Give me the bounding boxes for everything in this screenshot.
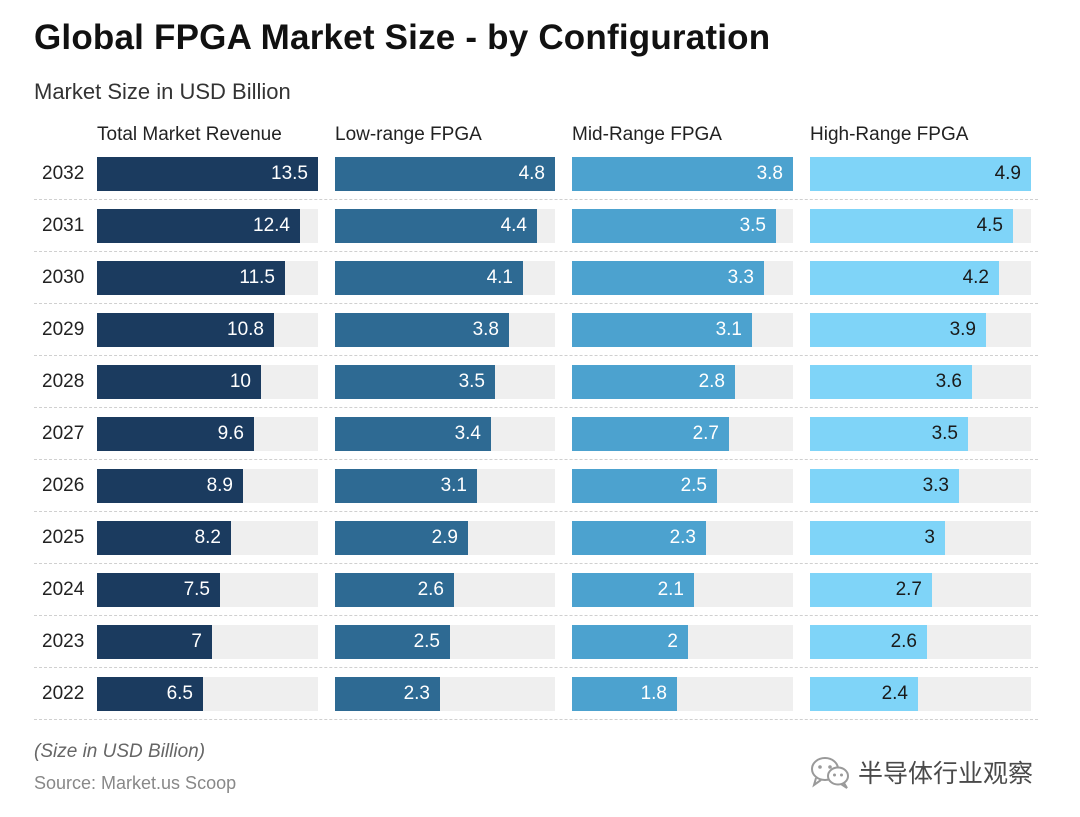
bar-low-2030: 4.1 [335, 261, 523, 295]
bar-low-2023: 2.5 [335, 625, 450, 659]
bar-mid-2023: 2 [572, 625, 688, 659]
bar-low-2027: 3.4 [335, 417, 491, 451]
bar-high-2026: 3.3 [810, 469, 959, 503]
column-header-total: Total Market Revenue [97, 124, 282, 145]
bar-high-2027: 3.5 [810, 417, 968, 451]
row-separator [34, 563, 1038, 564]
bar-total-2030: 11.5 [97, 261, 285, 295]
bar-low-2025: 2.9 [335, 521, 468, 555]
bar-high-2024: 2.7 [810, 573, 932, 607]
chart-subtitle: Market Size in USD Billion [34, 79, 291, 104]
year-label: 2030 [42, 267, 85, 288]
year-label: 2023 [42, 631, 85, 652]
bar-mid-2026: 2.5 [572, 469, 717, 503]
bar-high-2028: 3.6 [810, 365, 972, 399]
chart-title: Global FPGA Market Size - by Configurati… [34, 18, 771, 57]
row-separator [34, 459, 1038, 460]
bar-high-2025: 3 [810, 521, 945, 555]
bar-total-2027: 9.6 [97, 417, 254, 451]
bar-total-2031: 12.4 [97, 209, 300, 243]
bar-mid-2029: 3.1 [572, 313, 752, 347]
row-separator [34, 719, 1038, 720]
year-label: 2027 [42, 423, 85, 444]
row-separator [34, 615, 1038, 616]
bar-mid-2031: 3.5 [572, 209, 776, 243]
bar-low-2024: 2.6 [335, 573, 454, 607]
bar-high-2031: 4.5 [810, 209, 1013, 243]
units-note: (Size in USD Billion) [34, 741, 206, 762]
bar-high-2023: 2.6 [810, 625, 927, 659]
column-header-high: High-Range FPGA [810, 124, 969, 145]
year-label: 2024 [42, 579, 85, 600]
column-header-mid: Mid-Range FPGA [572, 124, 722, 145]
year-label: 2022 [42, 683, 85, 704]
year-label: 2025 [42, 527, 85, 548]
year-label: 2032 [42, 163, 85, 184]
bar-mid-2027: 2.7 [572, 417, 729, 451]
source-label: Source: Market.us Scoop [34, 773, 237, 793]
row-separator [34, 511, 1038, 512]
bar-mid-2024: 2.1 [572, 573, 694, 607]
bar-total-2024: 7.5 [97, 573, 220, 607]
bar-total-2022: 6.5 [97, 677, 203, 711]
row-separator [34, 407, 1038, 408]
bar-high-2022: 2.4 [810, 677, 918, 711]
bar-low-2032: 4.8 [335, 157, 555, 191]
row-separator [34, 199, 1038, 200]
bar-high-2030: 4.2 [810, 261, 999, 295]
bar-total-2025: 8.2 [97, 521, 231, 555]
column-header-low: Low-range FPGA [335, 124, 482, 145]
bar-mid-2028: 2.8 [572, 365, 735, 399]
bar-total-2028: 10 [97, 365, 261, 399]
bar-total-2023: 7 [97, 625, 212, 659]
wechat-icon [811, 757, 849, 789]
year-label: 2028 [42, 371, 85, 392]
year-label: 2031 [42, 215, 85, 236]
bar-low-2031: 4.4 [335, 209, 537, 243]
row-separator [34, 355, 1038, 356]
bar-total-2029: 10.8 [97, 313, 274, 347]
bar-total-2026: 8.9 [97, 469, 243, 503]
year-label: 2026 [42, 475, 85, 496]
bar-mid-2025: 2.3 [572, 521, 706, 555]
bar-low-2022: 2.3 [335, 677, 440, 711]
bar-mid-2022: 1.8 [572, 677, 677, 711]
row-separator [34, 303, 1038, 304]
bar-mid-2030: 3.3 [572, 261, 764, 295]
bar-high-2029: 3.9 [810, 313, 986, 347]
bar-low-2029: 3.8 [335, 313, 509, 347]
year-label: 2029 [42, 319, 85, 340]
row-separator [34, 667, 1038, 668]
bar-high-2032: 4.9 [810, 157, 1031, 191]
bar-low-2028: 3.5 [335, 365, 495, 399]
row-separator [34, 251, 1038, 252]
watermark: 半导体行业观察 [810, 754, 1033, 790]
bar-total-2032: 13.5 [97, 157, 318, 191]
bar-mid-2032: 3.8 [572, 157, 793, 191]
watermark-text: 半导体行业观察 [858, 759, 1034, 788]
bar-low-2026: 3.1 [335, 469, 477, 503]
